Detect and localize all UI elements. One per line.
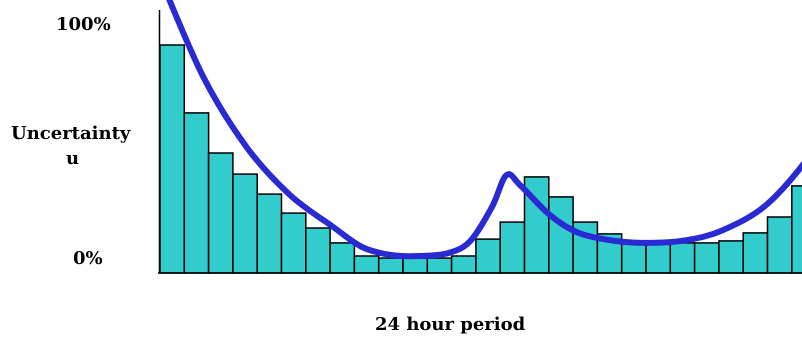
histogram-bar <box>280 212 307 274</box>
histogram-bar <box>377 257 404 274</box>
histogram-bar <box>183 112 210 274</box>
y-axis-label: Uncertainty <box>11 123 131 144</box>
histogram-bar <box>159 44 186 274</box>
histogram-bar <box>329 242 356 274</box>
histogram-bar <box>426 257 453 274</box>
histogram-bar <box>693 242 720 274</box>
histogram-bar <box>207 152 234 274</box>
histogram-bar <box>499 221 526 274</box>
histogram-bar <box>402 257 429 274</box>
histogram-bar <box>305 227 331 274</box>
histogram-bar <box>645 242 672 274</box>
histogram-bar <box>450 255 477 274</box>
histogram-bar <box>475 238 501 274</box>
uncertainty-curve <box>166 0 802 260</box>
x-axis-label: 24 hour period <box>375 314 526 335</box>
histogram-bar <box>791 185 802 274</box>
histogram-bar <box>766 216 793 274</box>
y-tick-label-0: 0% <box>73 248 103 269</box>
histogram-bar <box>256 193 283 274</box>
histogram-bar <box>718 240 744 274</box>
histogram-bar <box>353 255 380 274</box>
y-tick-label-100: 100% <box>56 14 111 35</box>
y-axis-label-symbol: u <box>66 148 79 169</box>
histogram-bar <box>232 173 258 274</box>
bars-group <box>159 44 802 274</box>
histogram-bar <box>620 242 647 274</box>
histogram-bar <box>742 232 769 274</box>
histogram-bar <box>548 196 574 274</box>
histogram-bar <box>669 242 696 274</box>
